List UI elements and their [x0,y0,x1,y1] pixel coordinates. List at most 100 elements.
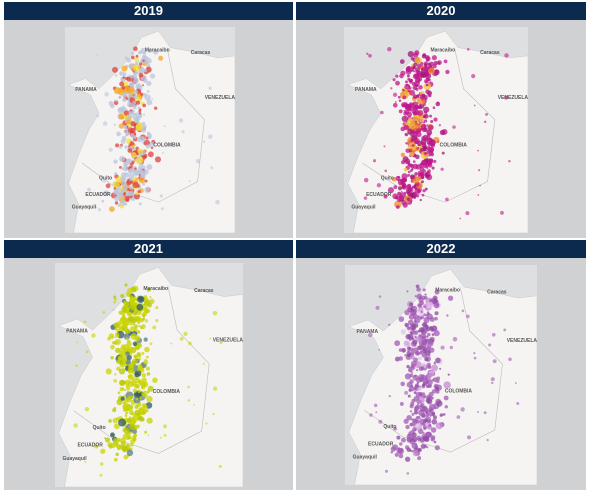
event-dot [134,191,139,196]
event-dot [146,164,153,171]
event-dot [411,144,415,147]
map-content: PANAMA COLOMBIA ECUADOR Quito Guayaquil Marac… [344,27,528,233]
event-dot [142,182,146,186]
event-dot [398,453,404,459]
event-dot [132,105,137,110]
event-dot [128,416,132,419]
event-dot [405,148,410,153]
event-dot [417,303,422,308]
event-dot [114,336,117,339]
event-dot [130,152,137,158]
event-dot [423,163,428,169]
event-dot [140,324,146,330]
event-dot [113,457,118,462]
event-dot [428,354,431,357]
event-dot [143,309,149,314]
event-dot [478,169,481,172]
event-dot [83,320,87,324]
event-dot [125,304,128,307]
event-dot [420,328,426,333]
event-dot [504,53,509,58]
event-dot [84,406,90,412]
event-dot [138,202,142,206]
event-dot [503,328,507,332]
map: PANAMA COLOMBIA ECUADOR Quito Guayaquil Marac… [345,265,537,485]
event-dot [131,358,138,365]
event-dot [427,365,432,369]
map-label: Caracas [480,50,500,56]
event-dot [99,473,103,477]
event-dot [127,127,134,134]
land [346,30,528,233]
event-dot [413,395,420,402]
map-label: PANAMA [66,328,88,334]
event-dot [118,123,124,129]
event-dot [407,132,411,135]
event-dot [452,336,458,342]
event-dot [417,386,422,392]
event-dot [516,401,520,406]
event-dot [483,120,487,124]
event-dot [124,56,128,60]
event-dot [129,363,134,369]
event-dot [129,185,134,190]
event-dot [413,137,420,145]
event-dot [134,355,137,358]
event-dot [418,85,423,90]
map-label: COLOMBIA [440,142,468,148]
event-dot [120,396,125,401]
event-dot [125,76,129,81]
event-dot [118,113,124,120]
event-dot [425,83,429,87]
event-dot [137,389,141,394]
event-dot [132,181,139,189]
event-dot [408,86,412,90]
event-dot [408,388,412,392]
event-dot [124,414,128,418]
event-dot [443,395,449,401]
event-dot [412,101,419,108]
event-dot [397,95,401,99]
event-dot [419,94,426,100]
event-dot [417,76,423,82]
event-dot [401,115,409,122]
event-dot [143,359,149,365]
event-dot [406,118,416,127]
map-panel: 2019 PANAMA COLOMBIA ECUADOR Quito Guayaquil M… [4,2,293,238]
event-dot [87,187,91,192]
event-dot [141,373,146,378]
event-dot [411,450,414,453]
event-dot [85,204,87,207]
event-dot [113,159,118,164]
event-dot [114,74,118,77]
event-dot [212,310,218,316]
event-dot [119,437,126,444]
event-dot [439,129,446,136]
event-dot [428,423,432,427]
event-dot [414,66,421,73]
event-dot [394,200,402,209]
event-dot [141,385,146,390]
event-dot [136,331,140,334]
event-dot [141,351,145,355]
event-dot [118,144,123,149]
event-dot [514,382,517,384]
event-dot [143,337,148,342]
event-dot [420,315,424,320]
event-dot [424,187,428,191]
event-dot [427,132,431,137]
event-dot [415,377,422,383]
event-dot [384,469,389,473]
event-dot [452,125,456,129]
event-dot [391,176,397,182]
event-dot [75,364,78,367]
event-dot [429,403,436,411]
event-dot [411,432,417,438]
event-dot [132,100,137,105]
event-dot [467,435,472,440]
event-dot [409,302,414,307]
event-dot [152,325,157,330]
event-dot [147,385,154,392]
event-dot [434,311,439,316]
event-dot [406,290,409,293]
